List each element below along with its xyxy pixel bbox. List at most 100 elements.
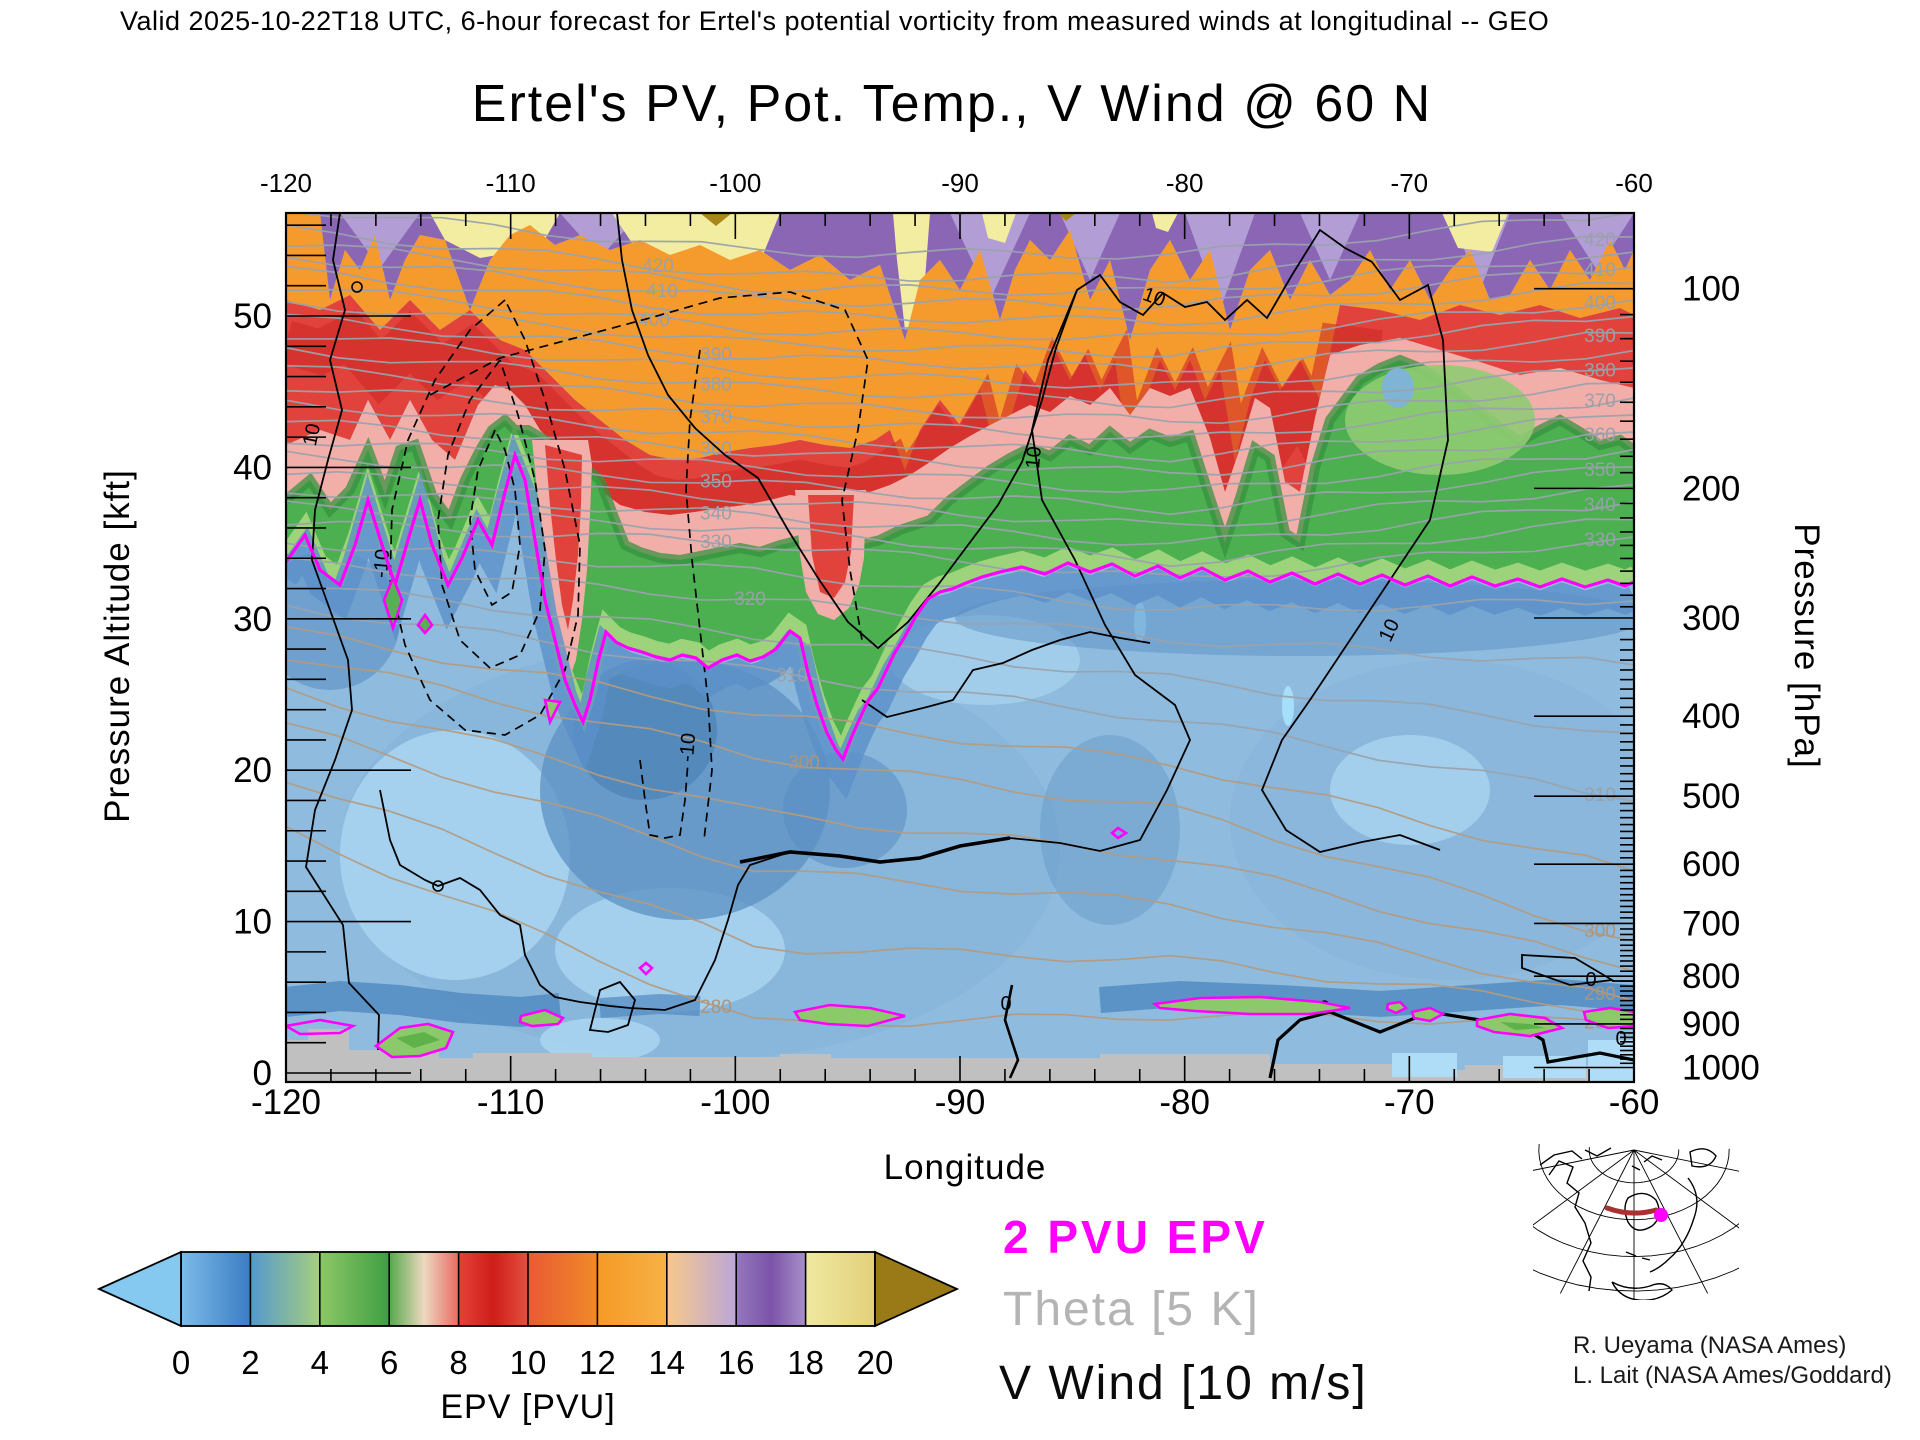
- wind-contour-0-bottom: [1268, 1010, 1634, 1079]
- x-tick-label-top: -120: [260, 168, 312, 198]
- theta-label-320: 320: [734, 589, 766, 610]
- wind-contour-0-loop: [379, 289, 1191, 1011]
- theta-contour-315: [286, 587, 1634, 734]
- legend-theta: Theta [5 K]: [1003, 1283, 1260, 1336]
- theta-label-300: 300: [788, 753, 820, 774]
- map-greenland: [1689, 1148, 1717, 1168]
- wind-contour-neg-top: [429, 291, 869, 641]
- wind-contour-neg-mid: [437, 359, 546, 670]
- colorbar-segment: [458, 1252, 528, 1326]
- inset-map: [1533, 1143, 1739, 1300]
- colorbar-value-label: 10: [510, 1344, 547, 1381]
- pv-fold-tip-patch: [543, 698, 562, 726]
- x-tick-label: -60: [1609, 1083, 1660, 1122]
- pv2-contour-group: [286, 449, 1634, 1059]
- colorbar-value-label: 2: [241, 1344, 259, 1381]
- x-tick-label-top: -90: [941, 168, 979, 198]
- hpa-tick-label: 900: [1682, 1005, 1740, 1044]
- colorbar-under-arrow: [96, 1250, 182, 1328]
- theta-contour-390: [286, 313, 1634, 373]
- kft-tick-label: 0: [253, 1054, 272, 1093]
- theta-label-330: 330: [700, 532, 732, 553]
- low-level-dark-streak: [1099, 978, 1634, 1018]
- theta-label-380: 380: [700, 374, 732, 395]
- theta-contour-310: [286, 604, 1634, 802]
- blue-spot-in-green: [1382, 368, 1414, 408]
- light-pv-patch: [540, 1018, 660, 1062]
- dark-pv-pocket: [573, 660, 717, 800]
- hpa-tick-label: 500: [1682, 777, 1740, 816]
- wind-contour-0-thick: [739, 836, 1011, 864]
- sub-tropopause-dark-band: [286, 433, 1634, 800]
- credit-line-2: L. Lait (NASA Ames/Goddard): [1573, 1362, 1892, 1389]
- wind-label-0: 0: [1000, 993, 1011, 1015]
- colorbar-segment: [736, 1252, 806, 1326]
- x-tick-label-top: -80: [1166, 168, 1204, 198]
- map-meridian: [1533, 1149, 1635, 1226]
- y-left-axis-title: Pressure Altitude [kft]: [98, 469, 137, 823]
- theta-contour-410: [286, 256, 1634, 311]
- theta-contour-375: [286, 364, 1634, 425]
- theta-contour-295: [286, 686, 1634, 972]
- kft-tick-label: 30: [233, 600, 272, 639]
- wind-contour-sliver-loop: [1521, 954, 1615, 986]
- theta-label-380: 380: [1584, 361, 1616, 382]
- hpa-tick-label: 800: [1682, 957, 1740, 996]
- theta-label-370: 370: [700, 407, 732, 428]
- orange-band-10-14pvu: [286, 213, 1634, 470]
- theta-contour-330: [286, 520, 1634, 578]
- wind-label-10: 10: [299, 422, 325, 448]
- theta-label-410: 410: [646, 281, 678, 302]
- theta-contour-340: [286, 492, 1634, 546]
- colorbar-segment: [389, 1252, 459, 1326]
- surface-pv-patch: [518, 1008, 566, 1028]
- map-meridian: [1559, 1149, 1635, 1294]
- wind-label-0: 0: [1585, 969, 1596, 991]
- theta-label-280: 280: [700, 997, 732, 1018]
- light-purple-wedge: [1560, 213, 1634, 270]
- theta-contour-320: [286, 556, 1634, 666]
- wind-contour-neg-small: [639, 759, 689, 839]
- green-upper-rim: [286, 354, 1634, 566]
- cream-patch-18-20pvu: [1152, 213, 1178, 232]
- colorbar-value-label: 14: [648, 1344, 685, 1381]
- x-tick-label-top: -100: [709, 168, 761, 198]
- pv-diamond: [382, 574, 404, 633]
- light-purple-wedge: [1300, 213, 1360, 280]
- theta-label-390: 390: [1584, 326, 1616, 347]
- green-band-4-6pvu: [286, 360, 1634, 759]
- map-parallel: [1588, 1147, 1680, 1184]
- theta-contour-395: [286, 300, 1634, 359]
- map-meridian: [1633, 1149, 1739, 1229]
- plot-title: Ertel's PV, Pot. Temp., V Wind @ 60 N: [471, 75, 1433, 133]
- theta-contour-300: [286, 659, 1634, 942]
- theta-contour-285: [286, 781, 1634, 1013]
- theta-label-340: 340: [700, 504, 732, 525]
- colorbar-segment: [250, 1252, 320, 1326]
- light-pv-patch: [1330, 735, 1490, 845]
- tropopause-2pvu-line: [286, 449, 1634, 763]
- theta-contour-290: [286, 721, 1634, 1002]
- low-level-dark-streak: [286, 980, 562, 1028]
- colorbar-value-label: 6: [380, 1344, 398, 1381]
- theta-contour-380: [286, 346, 1634, 409]
- map-parallel: [1533, 1267, 1739, 1292]
- colorbar-title: EPV [PVU]: [440, 1388, 616, 1426]
- pv-speck: [638, 961, 654, 976]
- light-purple-wedge: [1185, 213, 1255, 310]
- theta-label-420: 420: [642, 256, 674, 277]
- hpa-tick-label: 1000: [1682, 1048, 1760, 1087]
- map-parallel: [1538, 1143, 1730, 1221]
- map-coast-arctic: [1539, 1147, 1612, 1166]
- map-coast-west: [1548, 1160, 1592, 1292]
- cream-patch-18-20pvu: [1442, 213, 1508, 252]
- theta-label-410: 410: [1584, 260, 1616, 281]
- surface-pv-core: [396, 1032, 440, 1048]
- legend-2pvu-epv: 2 PVU EPV: [1003, 1211, 1268, 1263]
- surface-pv-patch: [1385, 1000, 1409, 1015]
- theta-label-420: 420: [1584, 230, 1616, 251]
- valid-time-line: Valid 2025-10-22T18 UTC, 6-hour forecast…: [120, 6, 1550, 36]
- theta-contour-370: [286, 389, 1634, 441]
- x-tick-label-top: -70: [1391, 168, 1429, 198]
